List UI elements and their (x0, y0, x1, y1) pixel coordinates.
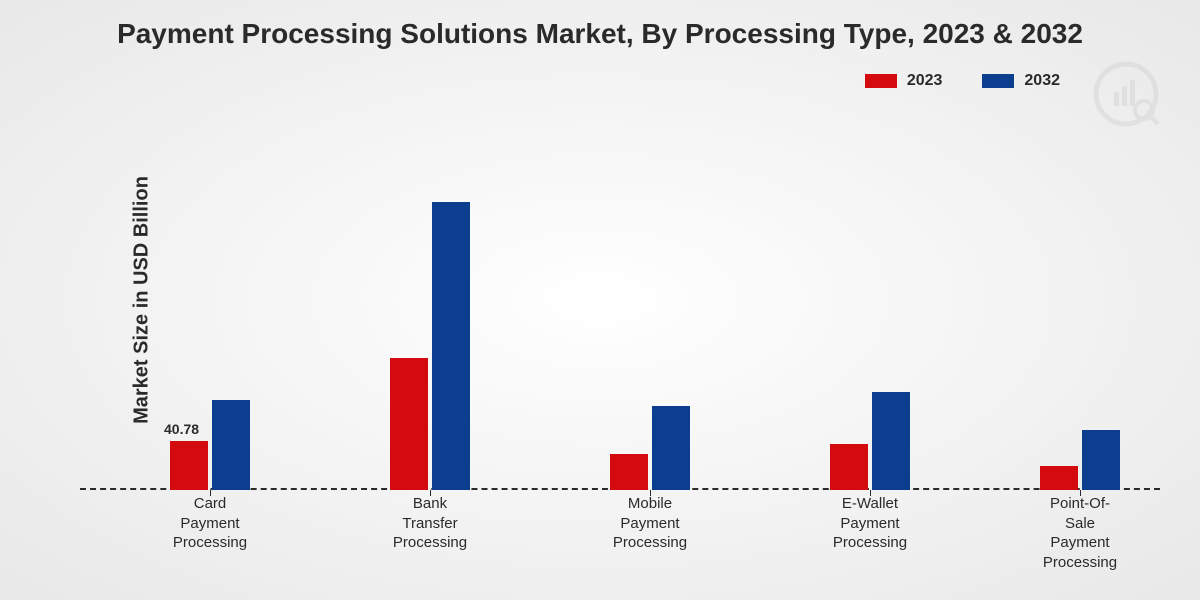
x-axis-category-label: Point-Of-SalePaymentProcessing (1040, 494, 1120, 572)
bar-group (1040, 430, 1120, 490)
bar (610, 454, 648, 490)
bar (432, 202, 470, 490)
bar-group (390, 202, 470, 490)
bar (830, 444, 868, 490)
legend: 2023 2032 (865, 72, 1060, 90)
chart-title: Payment Processing Solutions Market, By … (0, 18, 1200, 50)
x-axis-category-label: MobilePaymentProcessing (613, 494, 687, 553)
x-axis-category-label: BankTransferProcessing (393, 494, 467, 553)
x-axis-category-label: CardPaymentProcessing (173, 494, 247, 553)
x-axis-labels: CardPaymentProcessing BankTransferProcess… (80, 494, 1160, 574)
legend-swatch-2023 (865, 74, 897, 88)
bar (1040, 466, 1078, 490)
bar-group (170, 400, 250, 490)
bar (652, 406, 690, 490)
legend-item-2023: 2023 (865, 72, 943, 90)
plot-area: 40.78 (80, 130, 1160, 490)
bar (212, 400, 250, 490)
x-axis-category-label: E-WalletPaymentProcessing (833, 494, 907, 553)
legend-swatch-2032 (982, 74, 1014, 88)
bar-group (610, 406, 690, 490)
bar (1082, 430, 1120, 490)
legend-label-2032: 2032 (1024, 72, 1060, 90)
bar-group (830, 392, 910, 490)
watermark-icon (1092, 60, 1160, 133)
legend-label-2023: 2023 (907, 72, 943, 90)
bar (390, 358, 428, 490)
bar (170, 441, 208, 490)
legend-item-2032: 2032 (982, 72, 1060, 90)
bar (872, 392, 910, 490)
